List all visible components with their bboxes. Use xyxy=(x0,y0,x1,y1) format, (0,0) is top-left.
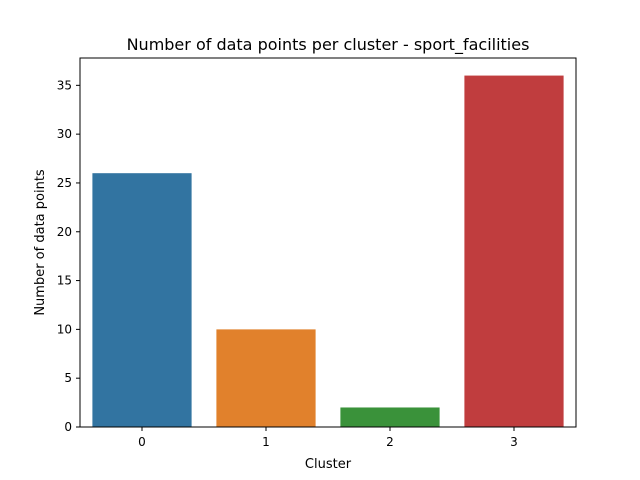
y-tick-label: 25 xyxy=(57,176,72,190)
x-tick-label: 2 xyxy=(386,435,394,449)
bars-group xyxy=(92,75,564,428)
bar-cluster-1 xyxy=(216,329,316,427)
y-tick-label: 10 xyxy=(57,322,72,336)
y-tick-label: 30 xyxy=(57,127,72,141)
bar-cluster-0 xyxy=(92,173,192,427)
x-axis-ticks: 0 1 2 3 xyxy=(138,427,518,449)
x-tick-label: 1 xyxy=(262,435,270,449)
x-tick-label: 0 xyxy=(138,435,146,449)
y-tick-label: 15 xyxy=(57,274,72,288)
x-axis-label: Cluster xyxy=(305,457,352,472)
chart-title: Number of data points per cluster - spor… xyxy=(127,35,530,55)
y-tick-label: 5 xyxy=(64,371,72,385)
y-axis-ticks: 0 5 10 15 20 25 30 35 xyxy=(57,78,80,434)
bar-cluster-3 xyxy=(464,75,564,428)
y-tick-label: 20 xyxy=(57,225,72,239)
y-axis-label: Number of data points xyxy=(33,169,48,316)
y-tick-label: 0 xyxy=(64,420,72,434)
x-tick-label: 3 xyxy=(510,435,518,449)
plot-frame xyxy=(79,57,577,428)
y-tick-label: 35 xyxy=(57,78,72,92)
bar-cluster-2 xyxy=(340,407,440,427)
